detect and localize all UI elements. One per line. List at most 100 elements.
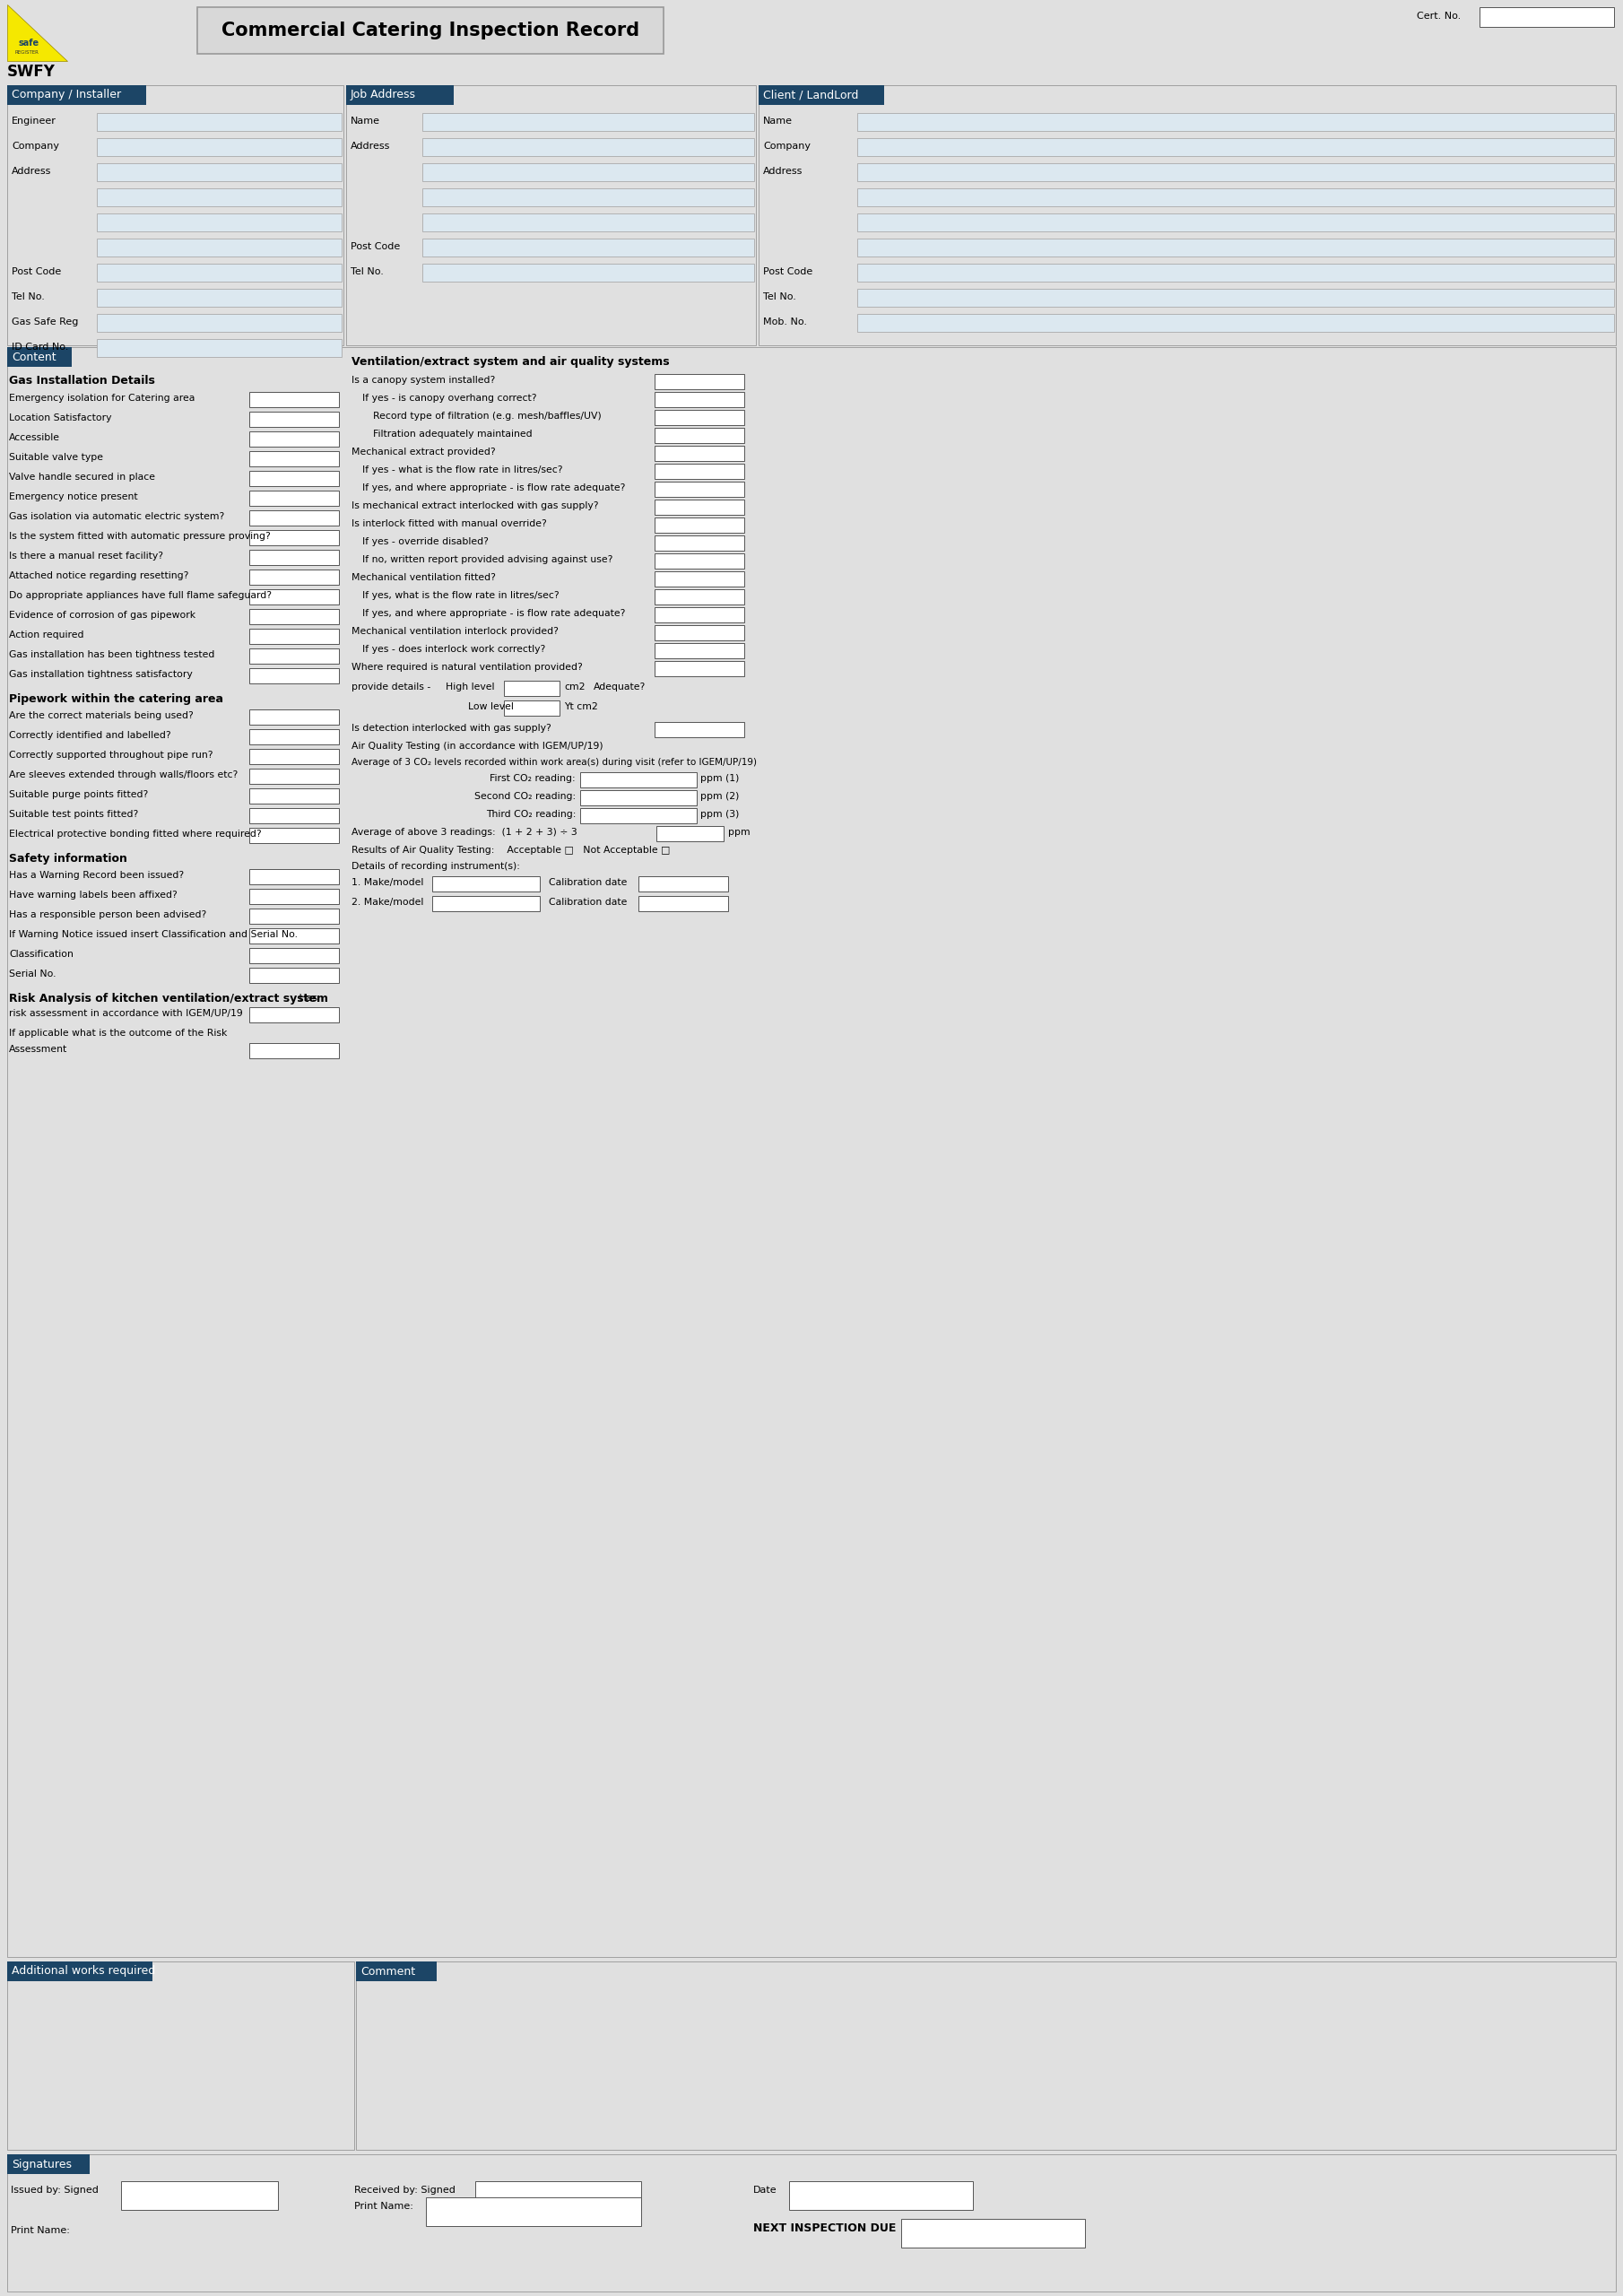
- Text: Do appropriate appliances have full flame safeguard?: Do appropriate appliances have full flam…: [10, 590, 271, 599]
- Text: Company: Company: [763, 142, 810, 152]
- Bar: [250, 1042, 339, 1058]
- Bar: [422, 188, 755, 207]
- Text: Client / LandLord: Client / LandLord: [763, 90, 859, 101]
- Bar: [250, 491, 339, 505]
- Text: Pipework within the catering area: Pipework within the catering area: [10, 693, 224, 705]
- Text: Is interlock fitted with manual override?: Is interlock fitted with manual override…: [352, 519, 547, 528]
- Text: Has a responsible person been advised?: Has a responsible person been advised?: [10, 909, 206, 918]
- Bar: [6, 1961, 354, 2149]
- Bar: [250, 928, 339, 944]
- Text: Gas Installation Details: Gas Installation Details: [10, 374, 156, 388]
- Bar: [901, 2218, 1086, 2248]
- Text: Filtration adequately maintained: Filtration adequately maintained: [373, 429, 532, 439]
- Text: Emergency notice present: Emergency notice present: [10, 491, 138, 501]
- Text: Gas installation has been tightness tested: Gas installation has been tightness test…: [10, 650, 214, 659]
- Bar: [122, 2181, 278, 2209]
- Bar: [6, 2154, 89, 2174]
- Text: Commercial Catering Inspection Record: Commercial Catering Inspection Record: [221, 21, 639, 39]
- Bar: [857, 264, 1613, 282]
- Text: provide details -: provide details -: [352, 682, 430, 691]
- Bar: [346, 85, 454, 106]
- Bar: [422, 214, 755, 232]
- Text: Additional works required: Additional works required: [11, 1965, 156, 1977]
- Text: If yes - does interlock work correctly?: If yes - does interlock work correctly?: [362, 645, 545, 654]
- Text: Correctly identified and labelled?: Correctly identified and labelled?: [10, 730, 170, 739]
- Bar: [250, 411, 339, 427]
- Text: If yes - override disabled?: If yes - override disabled?: [362, 537, 489, 546]
- Text: Gas isolation via automatic electric system?: Gas isolation via automatic electric sys…: [10, 512, 224, 521]
- Text: SWFY: SWFY: [6, 64, 55, 80]
- Bar: [654, 411, 745, 425]
- Text: Electrical protective bonding fitted where required?: Electrical protective bonding fitted whe…: [10, 829, 261, 838]
- Text: If yes, and where appropriate - is flow rate adequate?: If yes, and where appropriate - is flow …: [362, 608, 625, 618]
- Bar: [250, 549, 339, 565]
- Text: Tel No.: Tel No.: [11, 292, 45, 301]
- Text: Gas Safe Reg: Gas Safe Reg: [11, 317, 78, 326]
- Text: Evidence of corrosion of gas pipework: Evidence of corrosion of gas pipework: [10, 611, 196, 620]
- Bar: [857, 138, 1613, 156]
- Bar: [789, 2181, 972, 2209]
- Text: Name: Name: [763, 117, 792, 126]
- Bar: [250, 788, 339, 804]
- Bar: [97, 340, 341, 356]
- Text: Company: Company: [11, 142, 58, 152]
- Text: NEXT INSPECTION DUE: NEXT INSPECTION DUE: [753, 2223, 896, 2234]
- Bar: [579, 808, 696, 824]
- Bar: [1480, 7, 1613, 28]
- Text: Results of Air Quality Testing:    Acceptable □   Not Acceptable □: Results of Air Quality Testing: Acceptab…: [352, 845, 670, 854]
- Bar: [97, 239, 341, 257]
- Text: Suitable purge points fitted?: Suitable purge points fitted?: [10, 790, 148, 799]
- Text: Calibration date: Calibration date: [549, 898, 626, 907]
- Bar: [6, 347, 71, 367]
- Text: Mechanical ventilation interlock provided?: Mechanical ventilation interlock provide…: [352, 627, 558, 636]
- Text: Cert. No.: Cert. No.: [1417, 11, 1461, 21]
- Text: If no, written report provided advising against use?: If no, written report provided advising …: [362, 556, 613, 565]
- Text: High level: High level: [446, 682, 495, 691]
- Text: Air Quality Testing (in accordance with IGEM/UP/19): Air Quality Testing (in accordance with …: [352, 742, 604, 751]
- Bar: [250, 967, 339, 983]
- Text: Are sleeves extended through walls/floors etc?: Are sleeves extended through walls/floor…: [10, 771, 239, 778]
- Bar: [432, 877, 540, 891]
- Bar: [432, 895, 540, 912]
- Bar: [654, 464, 745, 480]
- Text: If yes, and where appropriate - is flow rate adequate?: If yes, and where appropriate - is flow …: [362, 484, 625, 491]
- Bar: [6, 347, 1617, 1956]
- Polygon shape: [6, 5, 67, 62]
- Text: Date: Date: [753, 2186, 777, 2195]
- Text: Accessible: Accessible: [10, 434, 60, 443]
- Bar: [638, 877, 729, 891]
- Bar: [250, 590, 339, 604]
- Bar: [250, 530, 339, 544]
- Text: If Warning Notice issued insert Classification and Serial No.: If Warning Notice issued insert Classifi…: [10, 930, 297, 939]
- Bar: [250, 569, 339, 585]
- Text: Average of above 3 readings:  (1 + 2 + 3) ÷ 3: Average of above 3 readings: (1 + 2 + 3)…: [352, 829, 578, 836]
- Text: ppm (1): ppm (1): [700, 774, 738, 783]
- Bar: [250, 808, 339, 824]
- Bar: [97, 163, 341, 181]
- Bar: [250, 393, 339, 406]
- Text: Where required is natural ventilation provided?: Where required is natural ventilation pr…: [352, 664, 583, 673]
- Text: Are the correct materials being used?: Are the correct materials being used?: [10, 712, 193, 721]
- Text: Valve handle secured in place: Valve handle secured in place: [10, 473, 156, 482]
- Text: Low level: Low level: [467, 703, 514, 712]
- Text: Address: Address: [11, 168, 52, 177]
- Bar: [857, 315, 1613, 333]
- Bar: [250, 709, 339, 726]
- Text: Mechanical extract provided?: Mechanical extract provided?: [352, 448, 495, 457]
- Bar: [654, 517, 745, 533]
- Text: Is the system fitted with automatic pressure proving?: Is the system fitted with automatic pres…: [10, 533, 271, 542]
- Text: Post Code: Post Code: [11, 266, 62, 276]
- Text: 1. Make/model: 1. Make/model: [352, 877, 424, 886]
- Bar: [346, 85, 756, 344]
- Text: ID Card No.: ID Card No.: [11, 342, 68, 351]
- Bar: [250, 647, 339, 664]
- Text: Correctly supported throughout pipe run?: Correctly supported throughout pipe run?: [10, 751, 213, 760]
- Bar: [250, 948, 339, 964]
- Bar: [250, 909, 339, 923]
- Text: Is mechanical extract interlocked with gas supply?: Is mechanical extract interlocked with g…: [352, 501, 599, 510]
- Bar: [250, 730, 339, 744]
- Bar: [97, 289, 341, 308]
- Text: Print Name:: Print Name:: [354, 2202, 414, 2211]
- Bar: [656, 827, 724, 840]
- Text: If yes - what is the flow rate in litres/sec?: If yes - what is the flow rate in litres…: [362, 466, 563, 475]
